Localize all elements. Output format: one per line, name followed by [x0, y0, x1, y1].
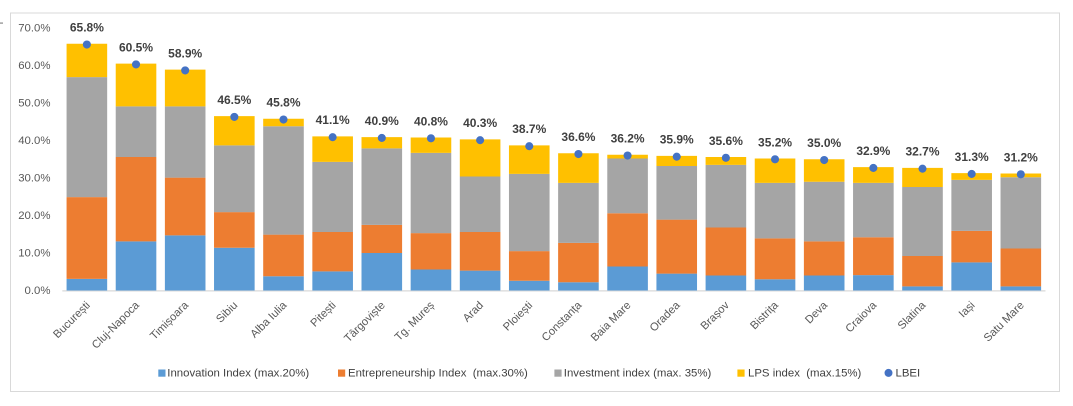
svg-text:41.1%: 41.1%	[316, 113, 350, 127]
svg-text:40.3%: 40.3%	[463, 116, 497, 130]
svg-text:70.0%: 70.0%	[18, 23, 50, 35]
svg-text:46.5%: 46.5%	[217, 93, 251, 107]
svg-text:40.8%: 40.8%	[414, 114, 448, 128]
svg-text:38.7%: 38.7%	[512, 122, 546, 136]
svg-text:Innovation Index (max.20%): Innovation Index (max.20%)	[167, 368, 309, 380]
svg-text:36.6%: 36.6%	[561, 130, 595, 144]
svg-text:45.8%: 45.8%	[266, 96, 300, 110]
svg-text:32.9%: 32.9%	[856, 144, 890, 158]
svg-text:20.0%: 20.0%	[18, 210, 50, 222]
svg-text:31.3%: 31.3%	[955, 150, 989, 164]
svg-text:LBEI: LBEI	[896, 368, 921, 380]
svg-text:60.5%: 60.5%	[119, 40, 153, 54]
svg-text:60.0%: 60.0%	[18, 60, 50, 72]
svg-text:31.2%: 31.2%	[1004, 150, 1038, 164]
svg-text:Entrepreneurship Index (max.3: Entrepreneurship Index (max.30%)	[348, 368, 528, 380]
svg-text:35.2%: 35.2%	[758, 135, 792, 149]
svg-text:50.0%: 50.0%	[18, 98, 50, 110]
svg-text:0.0%: 0.0%	[25, 285, 51, 297]
svg-text:40.0%: 40.0%	[18, 135, 50, 147]
svg-text:Investment index (max. 35%): Investment index (max. 35%)	[564, 368, 712, 380]
svg-text:58.9%: 58.9%	[168, 46, 202, 60]
svg-text:30.0%: 30.0%	[18, 173, 50, 185]
svg-text:32.7%: 32.7%	[905, 145, 939, 159]
svg-text:40.9%: 40.9%	[365, 114, 399, 128]
svg-text:LPS index (max.15%): LPS index (max.15%)	[748, 368, 862, 380]
svg-text:65.8%: 65.8%	[70, 21, 104, 35]
svg-text:35.9%: 35.9%	[660, 133, 694, 147]
svg-text:10.0%: 10.0%	[18, 248, 50, 260]
svg-text:35.6%: 35.6%	[709, 134, 743, 148]
svg-text:35.0%: 35.0%	[807, 136, 841, 150]
svg-text:36.2%: 36.2%	[611, 132, 645, 146]
